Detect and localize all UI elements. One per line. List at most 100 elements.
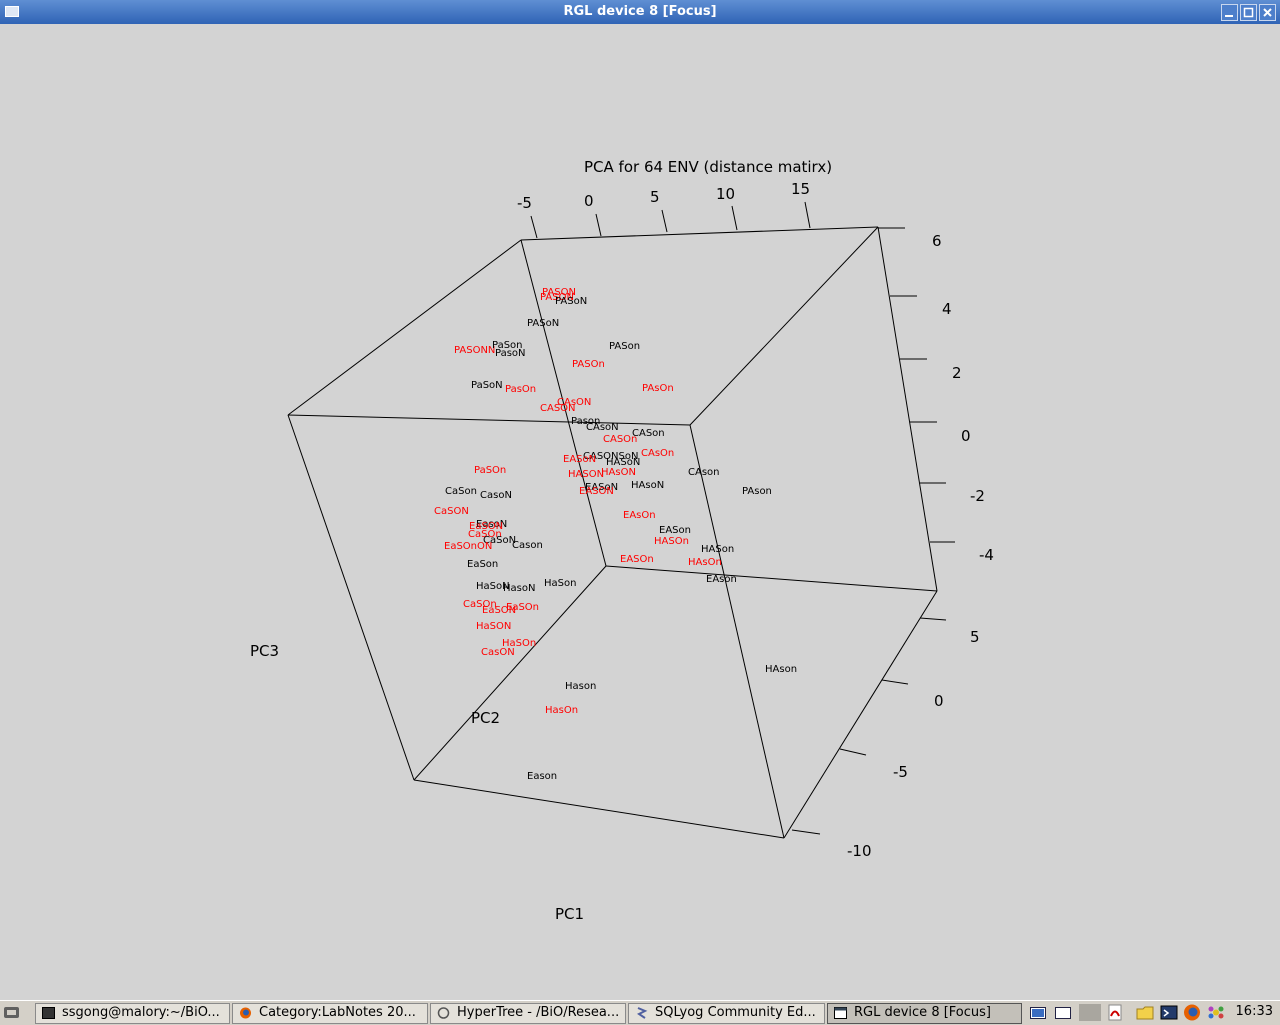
point-label: CAsON: [557, 397, 591, 408]
point-label: CaSoN: [483, 535, 516, 546]
pc2-tick-label: 5: [970, 628, 980, 646]
close-button[interactable]: [1259, 4, 1276, 21]
point-label: PASoN: [555, 296, 587, 307]
window-title: RGL device 8 [Focus]: [563, 4, 717, 19]
point-label: CaSOn: [463, 599, 497, 610]
firefox-launcher-icon[interactable]: [1183, 1004, 1201, 1021]
point-label: EaSOnON: [444, 541, 492, 552]
point-label: HASoN: [606, 457, 640, 468]
point-label: PASoN: [527, 318, 559, 329]
terminal-icon: [42, 1007, 55, 1019]
point-label: EASoN: [563, 454, 596, 465]
pc1-tick-label: 15: [791, 180, 810, 198]
rgl-3d-canvas[interactable]: PCA for 64 ENV (distance matirx) PC1 PC2 PC…: [0, 24, 1280, 1000]
axis-label-pc2: PC2: [471, 709, 500, 727]
point-label: CASONSoN: [583, 451, 638, 462]
plot-title: PCA for 64 ENV (distance matirx): [584, 158, 832, 176]
point-label: PASon: [609, 341, 640, 352]
desktop-2-icon[interactable]: [1054, 1004, 1072, 1021]
point-label: HAsON: [601, 467, 636, 478]
bounding-box: [287, 226, 938, 839]
point-label: HAsoN: [631, 480, 664, 491]
point-label: EASOn: [620, 554, 654, 565]
task-terminal[interactable]: ssgong@malory:~/BiO...: [35, 1003, 230, 1024]
point-label: HAson: [765, 664, 797, 675]
settings-flower-icon[interactable]: [1207, 1004, 1225, 1021]
point-label: EaSOn: [506, 602, 539, 613]
task-hypertree[interactable]: HyperTree - /BiO/Resea...: [430, 1003, 626, 1024]
point-label: CaSOn: [468, 529, 502, 540]
pc3-tick-label: -4: [979, 546, 994, 564]
point-label: EAson: [706, 574, 737, 585]
taskbar: ssgong@malory:~/BiO... Category:LabNotes…: [0, 1000, 1280, 1025]
point-label: CAsOn: [641, 448, 674, 459]
pc1-tick-label: 5: [650, 188, 660, 206]
task-label: ssgong@malory:~/BiO...: [62, 1005, 220, 1020]
point-label: CAson: [688, 467, 720, 478]
point-label: HasOn: [545, 705, 578, 716]
point-label: EasoN: [476, 519, 507, 530]
task-rgl-device[interactable]: RGL device 8 [Focus]: [827, 1003, 1022, 1024]
pc2-tick-label: 0: [934, 692, 944, 710]
point-label: PASOn: [572, 359, 605, 370]
point-label: PaSoN: [471, 380, 503, 391]
task-label: RGL device 8 [Focus]: [854, 1005, 991, 1020]
point-label: CaSon: [445, 486, 477, 497]
terminal-launcher-icon[interactable]: [1160, 1004, 1178, 1021]
minimize-button[interactable]: [1221, 4, 1238, 21]
window-icon: [834, 1007, 847, 1019]
pc1-tick-label: -5: [517, 194, 532, 212]
window-menu-icon[interactable]: [5, 6, 19, 17]
point-label: HaSOn: [502, 638, 536, 649]
pca-3d-plot[interactable]: PCA for 64 ENV (distance matirx) PC1 PC2 PC…: [0, 24, 1280, 1000]
point-label: CasON: [481, 647, 515, 658]
maximize-button[interactable]: [1240, 4, 1257, 21]
desktop-pager-icon[interactable]: [1079, 1004, 1101, 1021]
pc3-tick-label: 6: [932, 232, 942, 250]
point-label: HAsOn: [688, 557, 722, 568]
point-label: CaSON: [434, 506, 469, 517]
point-label: Hason: [565, 681, 596, 692]
point-label: PasoN: [495, 348, 526, 359]
point-label: EaSon: [467, 559, 498, 570]
task-label: SQLyog Community Ed...: [655, 1005, 816, 1020]
point-label: HASON: [568, 469, 604, 480]
point-label: HaSon: [544, 578, 576, 589]
point-label: PAson: [742, 486, 772, 497]
point-label: PaSOn: [474, 465, 506, 476]
pc2-tick-label: -10: [847, 842, 872, 860]
point-label: HASon: [701, 544, 734, 555]
point-label: PASONN: [454, 345, 495, 356]
point-label: EASon: [659, 525, 691, 536]
pc2-tick-label: -5: [893, 763, 908, 781]
window-title-bar[interactable]: RGL device 8 [Focus]: [0, 0, 1280, 24]
point-label: Cason: [512, 540, 543, 551]
point-label: PAsOn: [642, 383, 674, 394]
pc3-tick-label: -2: [970, 487, 985, 505]
pc3-tick-label: 0: [961, 427, 971, 445]
axis-label-pc1: PC1: [555, 905, 584, 923]
task-sqlyog[interactable]: SQLyog Community Ed...: [628, 1003, 825, 1024]
app-menu-icon[interactable]: [3, 1004, 21, 1021]
point-label: HaSoN: [476, 581, 510, 592]
pc1-tick-label: 0: [584, 192, 594, 210]
point-label: PASON: [540, 292, 574, 303]
point-label: PasOn: [505, 384, 536, 395]
task-firefox[interactable]: Category:LabNotes 20...: [232, 1003, 428, 1024]
point-label: EASON: [579, 486, 614, 497]
point-label: EAsOn: [623, 510, 656, 521]
sqlyog-icon: [635, 1007, 648, 1019]
point-label: HasoN: [503, 583, 535, 594]
point-label: CASOn: [603, 434, 637, 445]
firefox-icon: [239, 1007, 252, 1019]
point-label: HaSON: [476, 621, 511, 632]
desktop-1-icon[interactable]: [1029, 1004, 1047, 1021]
point-label: CASon: [632, 428, 665, 439]
point-label: PaSon: [492, 340, 523, 351]
pdf-reader-icon[interactable]: [1106, 1004, 1124, 1021]
point-label: EaSON: [469, 521, 503, 532]
point-label: EaSON: [482, 605, 516, 616]
point-label: CASON: [540, 403, 576, 414]
hypertree-icon: [437, 1007, 450, 1019]
folder-icon[interactable]: [1136, 1004, 1154, 1021]
